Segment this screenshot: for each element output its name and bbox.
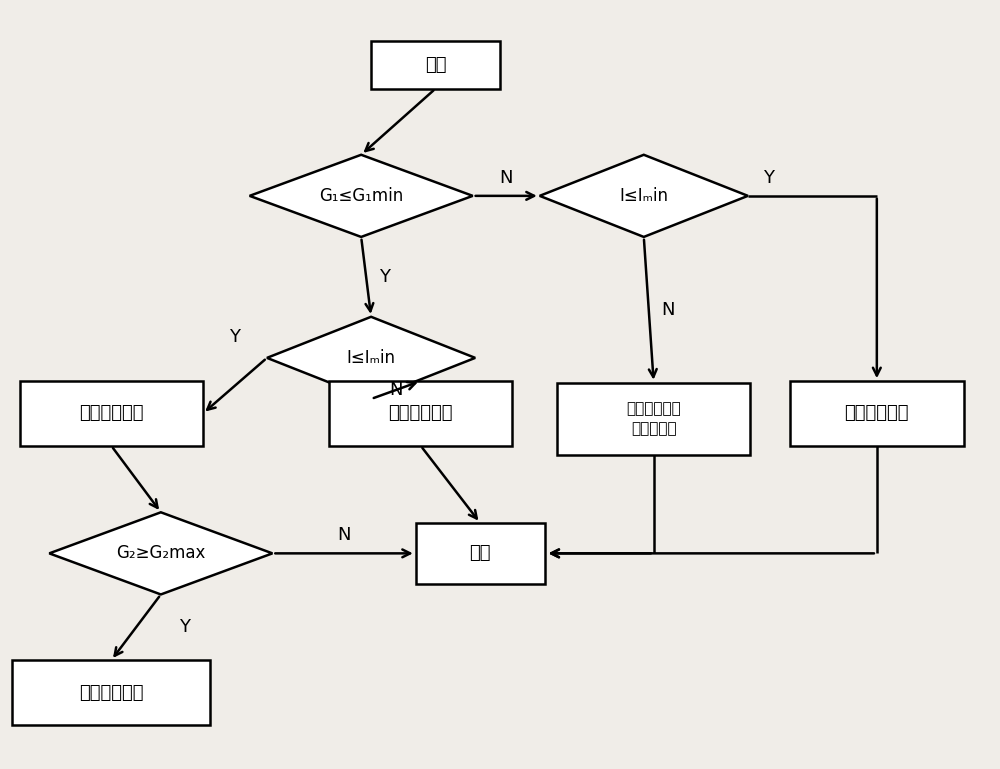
Text: 减小控制电流: 减小控制电流 — [388, 404, 453, 422]
Polygon shape — [267, 317, 475, 399]
FancyBboxPatch shape — [416, 523, 545, 584]
FancyBboxPatch shape — [371, 42, 500, 88]
Polygon shape — [540, 155, 748, 237]
Polygon shape — [49, 512, 272, 594]
FancyBboxPatch shape — [12, 661, 210, 725]
Text: N: N — [662, 301, 675, 319]
Text: 设备停止运行: 设备停止运行 — [79, 684, 144, 701]
Text: Y: Y — [763, 168, 774, 187]
Text: G₂≥G₂max: G₂≥G₂max — [116, 544, 206, 562]
FancyBboxPatch shape — [20, 381, 203, 446]
Text: G₁≤G₁min: G₁≤G₁min — [319, 187, 403, 205]
Text: N: N — [389, 381, 402, 399]
Text: I≤Iₘin: I≤Iₘin — [619, 187, 668, 205]
Text: Y: Y — [379, 268, 390, 286]
Text: I≤Iₘin: I≤Iₘin — [347, 349, 396, 367]
Text: 开始: 开始 — [425, 56, 446, 74]
Text: 减小热气流量
和控制电流: 减小热气流量 和控制电流 — [626, 401, 681, 436]
Text: 减小热气流量: 减小热气流量 — [845, 404, 909, 422]
Text: N: N — [337, 526, 351, 544]
FancyBboxPatch shape — [557, 383, 750, 454]
Text: N: N — [499, 168, 513, 187]
Text: 增加冷气流量: 增加冷气流量 — [79, 404, 144, 422]
Text: 结束: 结束 — [469, 544, 491, 562]
Text: Y: Y — [229, 328, 240, 347]
FancyBboxPatch shape — [790, 381, 964, 446]
Polygon shape — [250, 155, 473, 237]
Text: Y: Y — [179, 618, 190, 636]
FancyBboxPatch shape — [329, 381, 512, 446]
